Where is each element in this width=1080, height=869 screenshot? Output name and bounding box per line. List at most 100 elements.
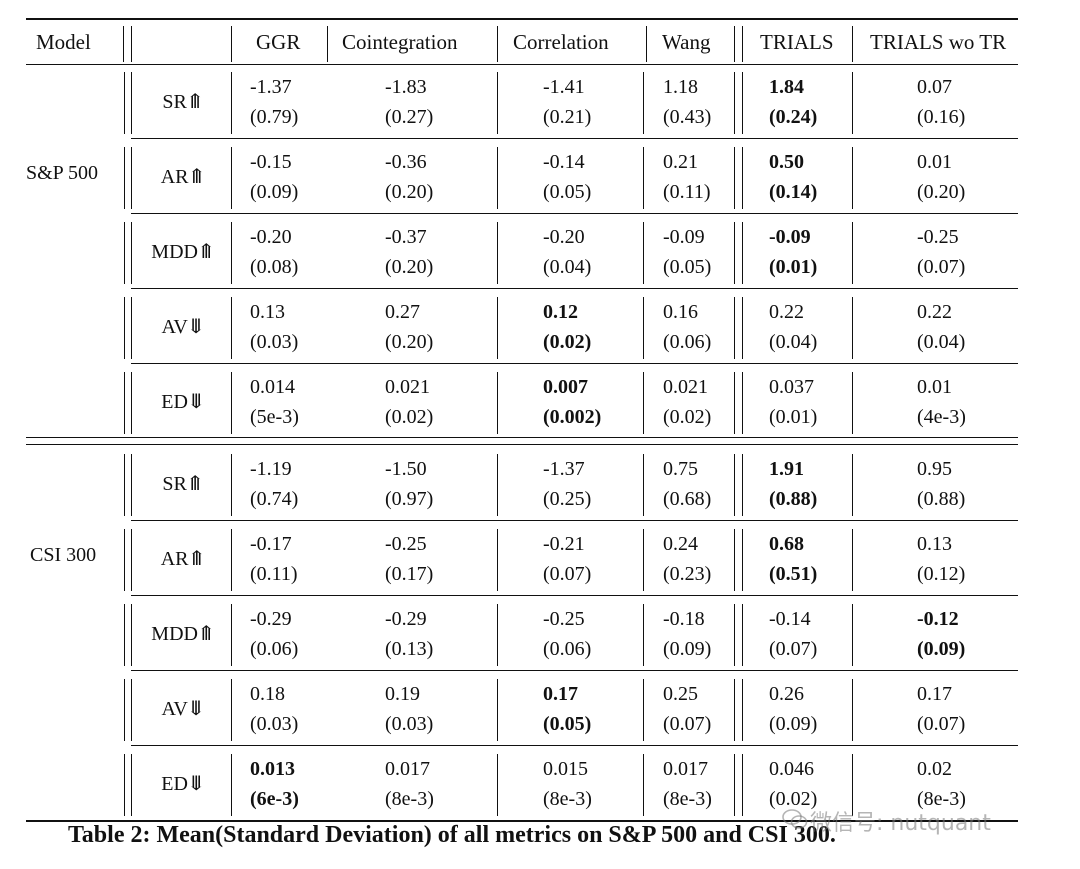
cell-std: (0.08) xyxy=(250,256,299,278)
cell-std: (0.09) xyxy=(769,713,818,735)
cell-std: (0.25) xyxy=(543,488,592,510)
row-separator xyxy=(131,604,133,666)
cell-mean: 1.84 xyxy=(769,76,804,98)
cell-std: (0.13) xyxy=(385,638,434,660)
cell-mean: -0.25 xyxy=(543,608,585,630)
cell-mean: 0.50 xyxy=(769,151,804,173)
cell-std: (0.06) xyxy=(663,331,712,353)
row-separator xyxy=(852,679,854,741)
header-separator xyxy=(852,26,854,62)
cell-mean: 0.017 xyxy=(385,758,430,780)
row-separator xyxy=(643,297,645,359)
row-separator xyxy=(852,72,854,134)
cell-mean: -1.37 xyxy=(543,458,585,480)
cell-std: (0.20) xyxy=(385,181,434,203)
dataset-label: CSI 300 xyxy=(30,544,97,566)
row-separator xyxy=(643,222,645,284)
section-rule-1 xyxy=(26,437,1018,438)
cell-mean: 1.18 xyxy=(663,76,698,98)
cell-mean: -0.25 xyxy=(385,533,427,555)
row-separator xyxy=(131,372,133,434)
cell-mean: 0.046 xyxy=(769,758,814,780)
row-separator xyxy=(497,529,499,591)
row-separator xyxy=(497,679,499,741)
cell-mean: 0.25 xyxy=(663,683,698,705)
cell-mean: 0.17 xyxy=(543,683,578,705)
row-separator xyxy=(742,454,744,516)
cell-std: (0.03) xyxy=(250,713,299,735)
row-separator xyxy=(231,604,233,666)
cell-mean: 0.021 xyxy=(385,376,430,398)
metric-label: SR⤊ xyxy=(162,91,204,113)
row-separator xyxy=(734,297,736,359)
cell-std: (0.04) xyxy=(543,256,592,278)
row-separator xyxy=(734,604,736,666)
cell-mean: 0.12 xyxy=(543,301,578,323)
cell-std: (0.43) xyxy=(663,106,712,128)
row-separator xyxy=(231,297,233,359)
cell-mean: -0.15 xyxy=(250,151,292,173)
cell-mean: -0.12 xyxy=(917,608,959,630)
metric-label: ED⤋ xyxy=(161,391,205,413)
row-separator xyxy=(643,604,645,666)
row-separator xyxy=(742,222,744,284)
cell-mean: 0.01 xyxy=(917,151,952,173)
cell-std: (0.20) xyxy=(917,181,966,203)
cell-std: (0.21) xyxy=(543,106,592,128)
cell-std: (8e-3) xyxy=(385,788,434,810)
header-separator xyxy=(646,26,648,62)
row-separator xyxy=(131,454,133,516)
row-separator xyxy=(124,147,126,209)
cell-std: (0.07) xyxy=(663,713,712,735)
row-separator xyxy=(124,72,126,134)
cell-std: (0.12) xyxy=(917,563,966,585)
cell-mean: -0.14 xyxy=(543,151,585,173)
cell-mean: 0.19 xyxy=(385,683,420,705)
cell-std: (0.11) xyxy=(250,563,298,585)
cell-std: (0.51) xyxy=(769,563,818,585)
row-separator xyxy=(124,754,126,816)
row-separator xyxy=(497,147,499,209)
cell-mean: 0.16 xyxy=(663,301,698,323)
cell-mean: 0.68 xyxy=(769,533,804,555)
cell-std: (0.88) xyxy=(917,488,966,510)
row-separator xyxy=(852,297,854,359)
row-separator xyxy=(131,297,133,359)
header-rule xyxy=(26,64,1018,65)
cell-mean: -0.25 xyxy=(917,226,959,248)
cell-std: (0.79) xyxy=(250,106,299,128)
row-separator xyxy=(131,72,133,134)
row-rule xyxy=(131,520,1018,521)
cell-mean: 0.013 xyxy=(250,758,295,780)
row-separator xyxy=(231,372,233,434)
header-separator xyxy=(742,26,744,62)
row-rule xyxy=(131,670,1018,671)
header-separator xyxy=(327,26,329,62)
cell-std: (0.20) xyxy=(385,331,434,353)
cell-mean: -0.21 xyxy=(543,533,585,555)
row-separator xyxy=(497,372,499,434)
cell-mean: -0.17 xyxy=(250,533,292,555)
row-separator xyxy=(852,454,854,516)
row-separator xyxy=(734,147,736,209)
row-separator xyxy=(742,297,744,359)
row-separator xyxy=(643,147,645,209)
row-separator xyxy=(131,754,133,816)
row-separator xyxy=(231,679,233,741)
cell-mean: 0.21 xyxy=(663,151,698,173)
cell-std: (0.04) xyxy=(917,331,966,353)
row-rule xyxy=(131,213,1018,214)
cell-mean: 0.26 xyxy=(769,683,804,705)
metric-label: AR⤊ xyxy=(160,548,206,570)
cell-mean: 0.017 xyxy=(663,758,708,780)
cell-std: (0.06) xyxy=(250,638,299,660)
column-header: Model xyxy=(36,30,91,54)
cell-mean: -1.50 xyxy=(385,458,427,480)
metric-label: SR⤊ xyxy=(162,473,204,495)
cell-mean: 0.75 xyxy=(663,458,698,480)
cell-std: (0.05) xyxy=(543,181,592,203)
column-header: GGR xyxy=(256,30,301,54)
cell-std: (0.03) xyxy=(385,713,434,735)
row-separator xyxy=(734,679,736,741)
cell-std: (0.05) xyxy=(663,256,712,278)
